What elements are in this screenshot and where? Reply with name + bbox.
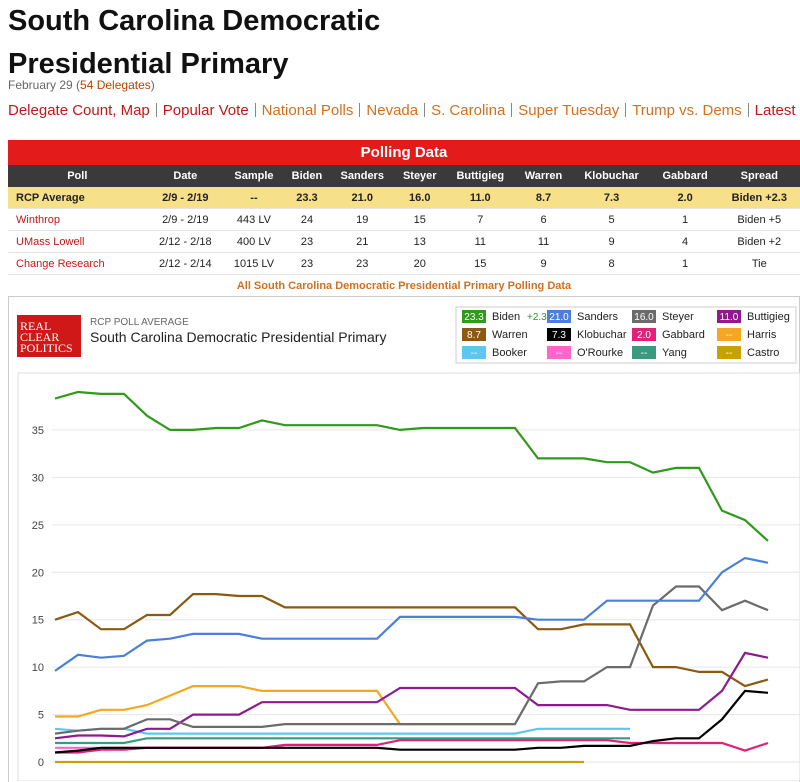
cell: 1015 LV [224, 252, 284, 275]
poll-name: RCP Average [8, 187, 147, 209]
table-title: Polling Data [8, 140, 800, 165]
cell: Biden +2.3 [718, 187, 800, 209]
footer-link[interactable]: All South Carolina Democratic Presidenti… [236, 279, 572, 292]
cell: 20 [394, 252, 446, 275]
nav-bar: Delegate Count, Map Popular Vote National … [8, 102, 800, 119]
column-header: Buttigieg [445, 165, 516, 187]
separator [424, 103, 426, 117]
column-header: Sample [224, 165, 284, 187]
cell: 2/12 - 2/14 [146, 252, 225, 275]
cell: 15 [394, 208, 446, 231]
nav-link[interactable]: Popular Vote [162, 102, 249, 119]
cell: 5 [571, 208, 652, 231]
cell: 23.3 [283, 187, 331, 209]
cell: 1 [651, 208, 719, 231]
cell: 11 [445, 230, 516, 253]
column-header: Warren [515, 165, 572, 187]
footer-row: All South Carolina Democratic Presidenti… [8, 275, 800, 297]
cell: 21 [330, 230, 395, 253]
polling-table: Polling Data Poll Date Sample Biden Sanders S… [8, 140, 800, 296]
separator [155, 103, 157, 117]
cell: 24 [283, 208, 331, 231]
cell: 8 [571, 252, 652, 275]
column-header: Steyer [394, 165, 446, 187]
delegates-link[interactable]: 54 Delegates [80, 78, 151, 92]
cell: 16.0 [394, 187, 446, 209]
cell: 2/9 - 2/19 [146, 187, 225, 209]
table-body: RCP Average 2/9 - 2/19 -- 23.3 21.0 16.0 11.0 8… [8, 187, 800, 296]
cell: 9 [571, 230, 652, 253]
cell: 9 [515, 252, 572, 275]
title-line: Presidential Primary [8, 48, 289, 80]
cell: 1 [651, 252, 719, 275]
nav-link[interactable]: National Polls [261, 102, 354, 119]
date: February 29 ( [8, 78, 81, 92]
cell: 8.7 [515, 187, 572, 209]
cell: 443 LV [224, 208, 284, 231]
cell: 23 [283, 230, 331, 253]
cell: 4 [651, 230, 719, 253]
cell: Tie [718, 252, 800, 275]
column-header: Spread [718, 165, 800, 187]
cell: 7.3 [571, 187, 652, 209]
title-line: South Carolina Democratic [8, 5, 381, 37]
cell: 2/9 - 2/19 [146, 208, 225, 231]
separator [625, 103, 627, 117]
column-header: Poll [8, 165, 147, 187]
cell: 7 [445, 208, 516, 231]
cell: 11.0 [445, 187, 516, 209]
nav-link[interactable]: Latest Polls [754, 102, 800, 119]
separator [359, 103, 361, 117]
cell: 2.0 [651, 187, 719, 209]
table-row: RCP Average 2/9 - 2/19 -- 23.3 21.0 16.0 11.0 8… [8, 187, 800, 209]
cell: 23 [283, 252, 331, 275]
poll-name: UMass Lowell [8, 230, 147, 253]
cell: Biden +2 [718, 230, 800, 253]
poll-name: Winthrop [8, 208, 147, 231]
column-header: Gabbard [651, 165, 719, 187]
cell: 2/12 - 2/18 [146, 230, 225, 253]
nav-link[interactable]: Trump vs. Dems [632, 102, 742, 119]
nav-link[interactable]: Nevada [366, 102, 419, 119]
nav-link[interactable]: Super Tuesday [518, 102, 620, 119]
page-title: South Carolina Democratic Presidential Pr… [8, 0, 380, 86]
date-line: February 29 (54 Delegates) [8, 78, 155, 92]
column-header: Date [146, 165, 225, 187]
column-header: Sanders [330, 165, 395, 187]
header-row: Poll Date Sample Biden Sanders Steyer Buttigie… [8, 165, 800, 187]
cell: Biden +5 [718, 208, 800, 231]
date-suffix: ) [150, 78, 155, 92]
poll-name: Change Research [8, 252, 147, 275]
cell: 13 [394, 230, 446, 253]
separator [747, 103, 749, 117]
cell: 11 [515, 230, 572, 253]
cell: 19 [330, 208, 395, 231]
column-header: Klobuchar [571, 165, 652, 187]
table-row: UMass Lowell 2/12 - 2/18 400 LV 23 21 13 11 11 9… [8, 230, 800, 253]
column-header: Biden [283, 165, 331, 187]
nav-link[interactable]: S. Carolina [431, 102, 506, 119]
chart-box [8, 296, 800, 782]
cell: 15 [445, 252, 516, 275]
nav-link[interactable]: Delegate Count, Map [8, 102, 150, 119]
cell: 400 LV [224, 230, 284, 253]
table-row: Winthrop 2/9 - 2/19 443 LV 24 19 15 7 6 5 1 Biden … [8, 208, 800, 231]
table-row: Change Research 2/12 - 2/14 1015 LV 23 23 20 1… [8, 252, 800, 275]
cell: 21.0 [330, 187, 395, 209]
cell: -- [224, 187, 284, 209]
cell: 6 [515, 208, 572, 231]
separator [511, 103, 513, 117]
cell: 23 [330, 252, 395, 275]
separator [254, 103, 256, 117]
